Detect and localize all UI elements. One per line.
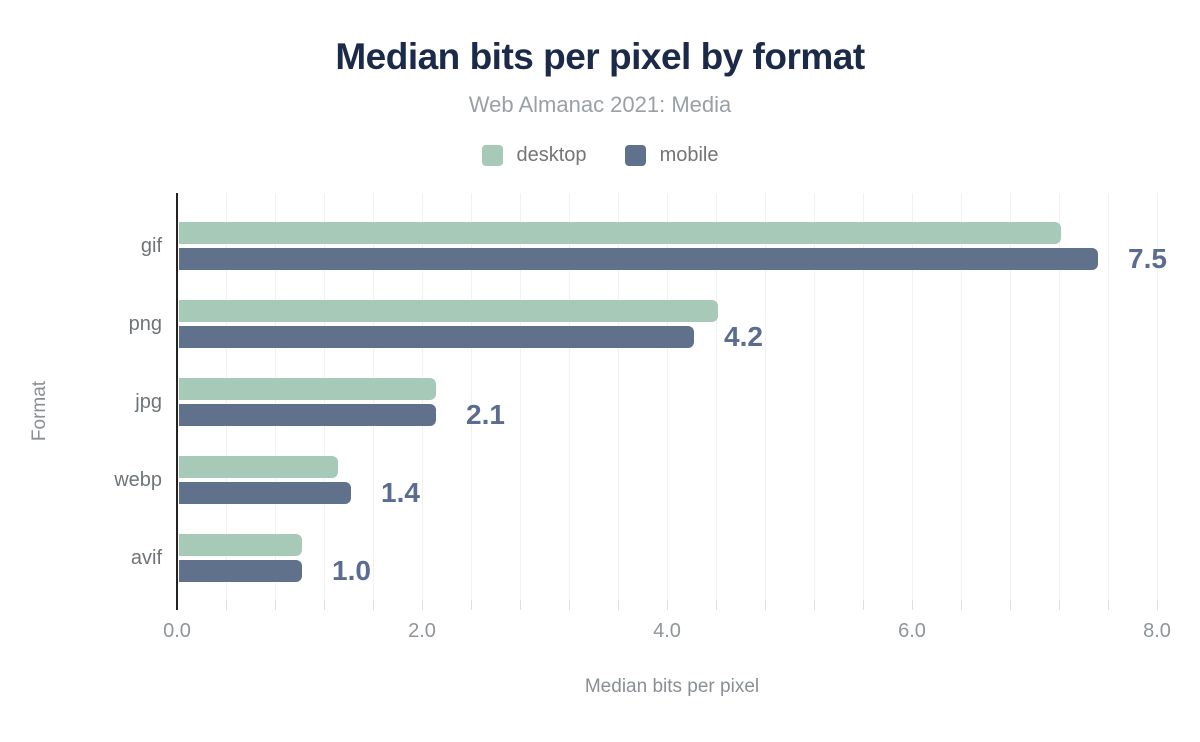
gridline (569, 193, 570, 600)
gridline (1059, 193, 1060, 600)
gridline (961, 193, 962, 600)
x-axis-tick (618, 600, 619, 610)
gridline (1010, 193, 1011, 600)
x-axis-tick (422, 600, 423, 610)
category-label-gif: gif (140, 235, 162, 257)
chart-title: Median bits per pixel by format (335, 36, 865, 77)
x-tick-label-4.0: 4.0 (653, 620, 681, 642)
legend-item-desktop: desktop (481, 144, 587, 167)
x-tick-label-8.0: 8.0 (1143, 620, 1171, 642)
value-label-jpg: 2.1 (466, 399, 505, 430)
x-axis-tick (716, 600, 717, 610)
category-label-avif: avif (130, 547, 162, 569)
x-axis-tick (471, 600, 472, 610)
value-label-png: 4.2 (724, 321, 763, 352)
x-axis-tick (1157, 600, 1158, 610)
x-axis-tick (765, 600, 766, 610)
x-tick-label-0.0: 0.0 (163, 620, 191, 642)
x-axis-tick (275, 600, 276, 610)
x-axis-tick (863, 600, 864, 610)
gridline (814, 193, 815, 600)
gridline (765, 193, 766, 600)
legend: desktop mobile (0, 144, 1200, 167)
legend-label-mobile: mobile (659, 144, 719, 166)
bar-mobile-png (179, 326, 694, 348)
category-label-jpg: jpg (135, 391, 162, 413)
bar-desktop-avif (179, 534, 302, 556)
bar-desktop-webp (179, 456, 338, 478)
x-axis-tick (1010, 600, 1011, 610)
bar-desktop-png (179, 300, 718, 322)
gridline (716, 193, 717, 600)
category-label-png: png (128, 313, 162, 335)
value-label-avif: 1.0 (332, 555, 371, 586)
bar-mobile-jpg (179, 404, 436, 426)
bar-mobile-gif (179, 248, 1098, 270)
x-axis-tick (961, 600, 962, 610)
x-axis-tick (324, 600, 325, 610)
x-axis-title: Median bits per pixel (584, 676, 760, 697)
y-axis-title: Format (29, 380, 50, 442)
x-axis-tick (667, 600, 668, 610)
gridline (912, 193, 913, 600)
value-label-webp: 1.4 (381, 477, 420, 508)
x-tick-label-2.0: 2.0 (408, 620, 436, 642)
bar-desktop-jpg (179, 378, 436, 400)
chart-subtitle: Web Almanac 2021: Media (468, 92, 732, 117)
x-axis-tick (1059, 600, 1060, 610)
y-axis-line (176, 193, 178, 610)
gridline (471, 193, 472, 600)
mobile-swatch-icon (624, 145, 646, 166)
gridline (618, 193, 619, 600)
legend-item-mobile: mobile (624, 144, 719, 167)
x-axis-tick (373, 600, 374, 610)
gridline (520, 193, 521, 600)
x-axis-tick (814, 600, 815, 610)
gridline (863, 193, 864, 600)
gridline (667, 193, 668, 600)
bar-desktop-gif (179, 222, 1061, 244)
bar-mobile-avif (179, 560, 302, 582)
desktop-swatch-icon (481, 145, 503, 166)
x-axis-tick (1108, 600, 1109, 610)
value-label-gif: 7.5 (1128, 243, 1167, 274)
x-axis-tick (569, 600, 570, 610)
x-tick-label-6.0: 6.0 (898, 620, 926, 642)
gridline (1157, 193, 1158, 600)
gridline (1108, 193, 1109, 600)
category-label-webp: webp (114, 469, 162, 491)
plot-area (177, 193, 1167, 610)
legend-label-desktop: desktop (516, 144, 587, 166)
bar-mobile-webp (179, 482, 351, 504)
x-axis-tick (912, 600, 913, 610)
x-axis-tick (226, 600, 227, 610)
x-axis-tick (520, 600, 521, 610)
